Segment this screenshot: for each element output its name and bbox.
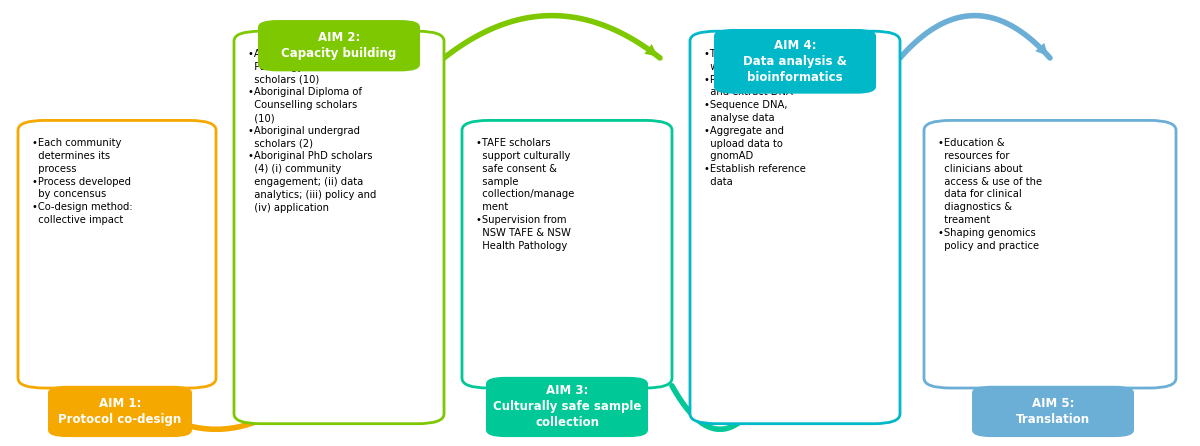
Text: •TAFE scholars work
  with Biobank
•Process samples
  and extract DNA
•Sequence : •TAFE scholars work with Biobank •Proces… [704,49,806,187]
Text: •Aboriginal Cert III
  Pathology technician
  scholars (10)
•Aboriginal Diploma : •Aboriginal Cert III Pathology technicia… [248,49,377,213]
FancyBboxPatch shape [924,120,1176,388]
Text: AIM 2:
Capacity building: AIM 2: Capacity building [281,31,397,60]
FancyBboxPatch shape [48,386,192,437]
FancyBboxPatch shape [690,31,900,424]
Text: •Each community
  determines its
  process
•Process developed
  by concensus
•Co: •Each community determines its process •… [32,138,133,225]
FancyBboxPatch shape [462,120,672,388]
Text: AIM 5:
Translation: AIM 5: Translation [1016,397,1090,426]
Text: •TAFE scholars
  support culturally
  safe consent &
  sample
  collection/manag: •TAFE scholars support culturally safe c… [476,138,575,251]
Text: AIM 3:
Culturally safe sample
collection: AIM 3: Culturally safe sample collection [493,384,641,429]
FancyBboxPatch shape [234,31,444,424]
FancyBboxPatch shape [258,20,420,71]
Text: AIM 1:
Protocol co-design: AIM 1: Protocol co-design [59,397,181,426]
FancyBboxPatch shape [714,29,876,94]
Text: •Education &
  resources for
  clinicians about
  access & use of the
  data for: •Education & resources for clinicians ab… [938,138,1043,251]
FancyBboxPatch shape [972,386,1134,437]
Text: AIM 4:
Data analysis &
bioinformatics: AIM 4: Data analysis & bioinformatics [743,39,847,84]
FancyBboxPatch shape [486,377,648,437]
FancyBboxPatch shape [18,120,216,388]
